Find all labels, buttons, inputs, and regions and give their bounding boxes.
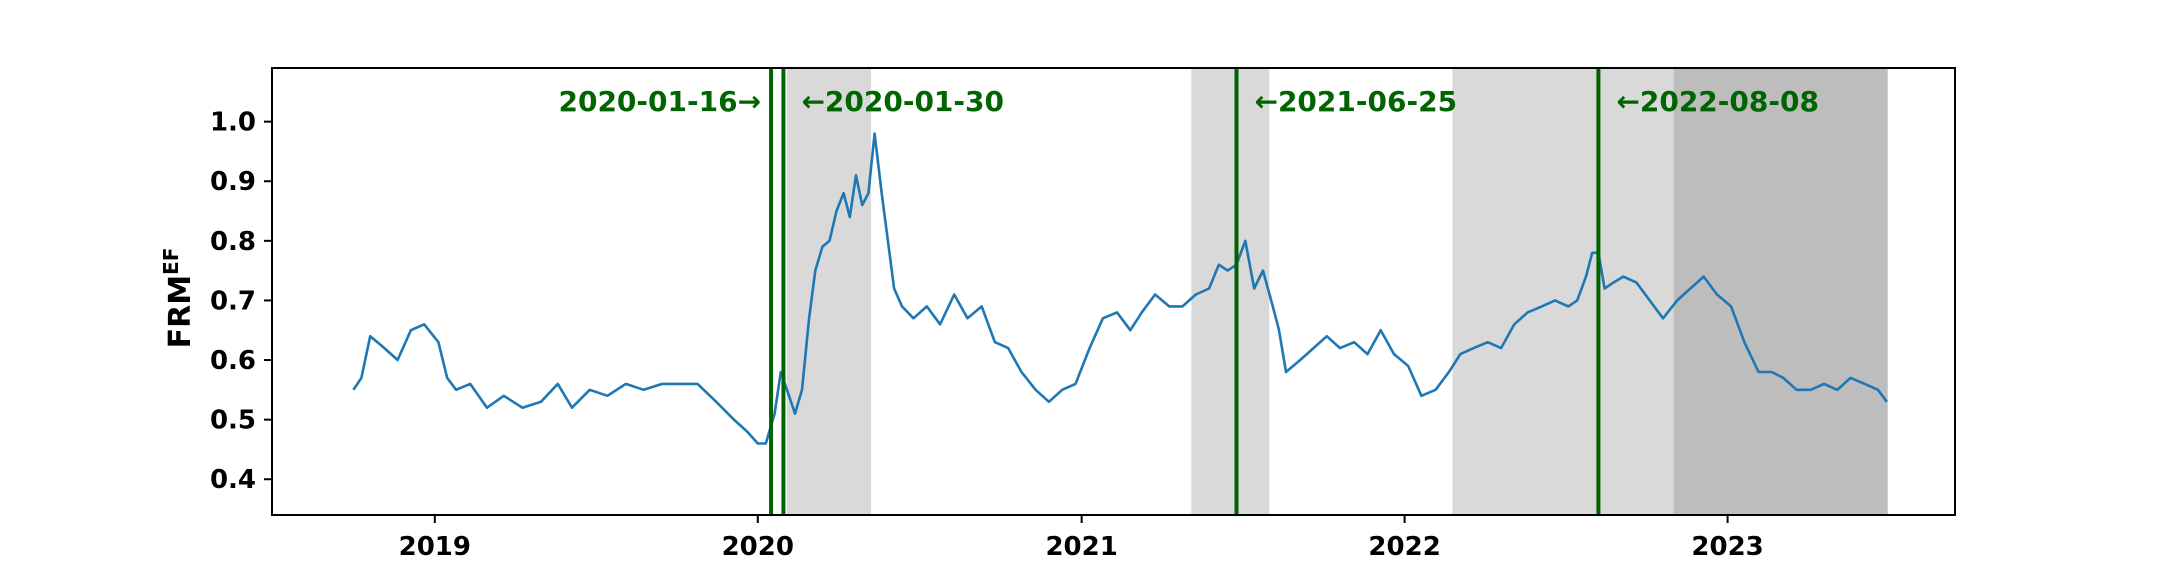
event-label-2: ←2021-06-25 xyxy=(1254,85,1457,118)
event-label-3: ←2022-08-08 xyxy=(1616,85,1819,118)
y-tick-label-1: 0.5 xyxy=(210,406,256,436)
y-axis-title: FRMEF xyxy=(159,248,198,349)
shaded-region-3 xyxy=(1673,68,1888,515)
event-lines xyxy=(769,68,1601,515)
x-tick-label-3: 2022 xyxy=(1368,532,1440,562)
y-axis: 0.4 0.5 0.6 0.7 0.8 0.9 1.0 xyxy=(210,108,272,495)
x-tick-label-4: 2023 xyxy=(1691,532,1763,562)
series-line-0 xyxy=(352,132,1888,445)
y-tick-label-6: 1.0 xyxy=(210,108,256,138)
x-tick-label-1: 2020 xyxy=(722,532,794,562)
x-tick-label-2: 2021 xyxy=(1045,532,1117,562)
shaded-region-0 xyxy=(786,68,872,515)
shaded-region-2 xyxy=(1452,68,1674,515)
y-axis-title-main: FRM xyxy=(163,275,198,348)
plot-frame xyxy=(271,67,1956,516)
event-label-0: 2020-01-16→ xyxy=(558,85,761,118)
y-tick-label-4: 0.8 xyxy=(210,227,256,257)
y-tick-label-3: 0.7 xyxy=(210,286,256,316)
y-tick-label-0: 0.4 xyxy=(210,465,256,495)
y-tick-label-5: 0.9 xyxy=(210,167,256,197)
x-axis: 2019 2020 2021 2022 2023 xyxy=(399,515,1764,562)
event-labels: 2020-01-16→ ←2020-01-30 ←2021-06-25 ←2022-0… xyxy=(558,85,1818,118)
y-axis-title-superscript: EF xyxy=(159,248,183,275)
x-tick-label-0: 2019 xyxy=(399,532,471,562)
y-tick-label-2: 0.6 xyxy=(210,346,256,376)
shaded-regions xyxy=(786,68,1888,515)
series-layer xyxy=(352,132,1888,445)
event-label-1: ←2020-01-30 xyxy=(801,85,1004,118)
